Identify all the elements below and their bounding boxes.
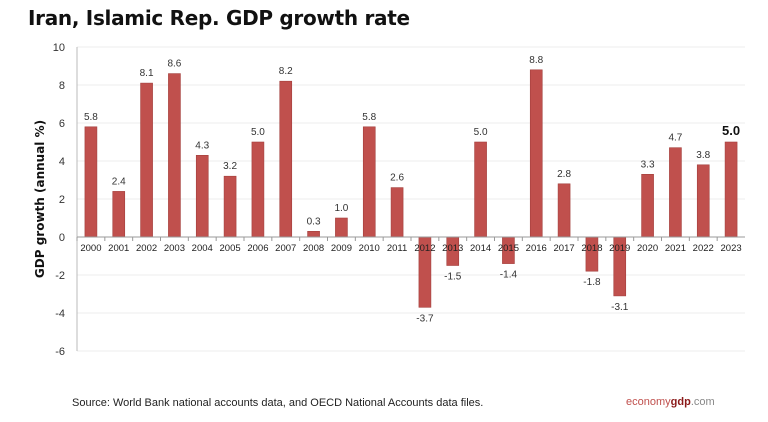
- y-axis-label: GDP growth (annual %): [33, 120, 47, 278]
- bar-2017: [557, 183, 571, 238]
- data-label: 2.4: [112, 176, 126, 187]
- x-tick-label: 2004: [192, 243, 213, 254]
- x-tick-label: 2016: [526, 243, 547, 254]
- x-tick-label: 2020: [637, 243, 658, 254]
- bar-2016: [529, 69, 543, 238]
- y-tick-label: -6: [55, 346, 65, 358]
- x-tick-label: 2014: [470, 243, 491, 254]
- x-tick-label: 2002: [136, 243, 157, 254]
- data-label: 1.0: [334, 203, 348, 214]
- bar-2007: [279, 80, 293, 238]
- data-label: 4.7: [668, 133, 682, 144]
- x-tick-label: 2021: [665, 243, 686, 254]
- y-tick-label: -4: [55, 308, 65, 320]
- data-label: -3.7: [416, 313, 434, 324]
- x-tick-label: 2023: [721, 243, 742, 254]
- x-tick-label: 2022: [693, 243, 714, 254]
- y-tick-label: 8: [59, 80, 65, 92]
- data-label: 5.8: [362, 112, 376, 123]
- x-tick-label: 2012: [414, 243, 435, 254]
- data-label: 8.8: [529, 55, 543, 66]
- x-tick-label: 2005: [220, 243, 241, 254]
- data-label: 8.1: [140, 68, 154, 79]
- data-label: 5.0: [251, 127, 265, 138]
- bar-2004: [195, 155, 209, 238]
- data-label: 2.6: [390, 173, 404, 184]
- bar-2009: [335, 217, 348, 238]
- y-tick-label: 6: [59, 118, 65, 130]
- data-label: -1.4: [500, 270, 518, 281]
- x-tick-label: 2003: [164, 243, 185, 254]
- bar-2021: [669, 147, 682, 238]
- x-tick-label: 2008: [303, 243, 324, 254]
- bar-2010: [362, 126, 376, 238]
- y-tick-label: 10: [53, 42, 65, 54]
- x-tick-label: 2019: [609, 243, 630, 254]
- data-label: 8.6: [167, 59, 181, 70]
- bar-2014: [474, 141, 487, 238]
- bar-2008: [307, 231, 320, 238]
- bar-2003: [168, 73, 181, 238]
- x-tick-label: 2017: [554, 243, 575, 254]
- data-label: 5.8: [84, 112, 98, 123]
- data-label: 0.3: [307, 216, 321, 227]
- x-tick-label: 2000: [80, 243, 101, 254]
- x-tick-label: 2009: [331, 243, 352, 254]
- logo-part: economy: [626, 396, 671, 408]
- data-label: 5.0: [474, 127, 488, 138]
- y-tick-label: 4: [59, 156, 65, 168]
- bar-2005: [223, 175, 237, 238]
- x-tick-label: 2001: [108, 243, 129, 254]
- bar-2002: [140, 82, 153, 238]
- bar-2000: [84, 126, 98, 238]
- x-tick-label: 2010: [359, 243, 380, 254]
- data-label: -1.8: [583, 277, 601, 288]
- x-tick-label: 2011: [387, 243, 407, 254]
- y-tick-label: -2: [55, 270, 65, 282]
- chart-title: Iran, Islamic Rep. GDP growth rate: [28, 6, 410, 30]
- data-label: 2.8: [557, 169, 571, 180]
- x-tick-label: 2015: [498, 243, 519, 254]
- bar-2022: [696, 164, 710, 238]
- x-tick-label: 2006: [247, 243, 268, 254]
- logo: economygdp.com: [626, 396, 715, 408]
- logo-part: gdp: [670, 396, 691, 408]
- bar-2023: [724, 141, 738, 238]
- bar-2006: [251, 141, 265, 238]
- bar-2020: [641, 174, 654, 238]
- data-label: 3.8: [696, 150, 710, 161]
- logo-part: .com: [690, 396, 715, 408]
- bar-2001: [112, 191, 126, 238]
- data-label: 4.3: [195, 140, 209, 151]
- y-tick-label: 2: [59, 194, 65, 206]
- x-tick-label: 2018: [581, 243, 602, 254]
- data-label: -3.1: [611, 302, 629, 313]
- data-label: -1.5: [444, 272, 462, 283]
- data-label: 8.2: [279, 66, 293, 77]
- x-tick-label: 2013: [442, 243, 463, 254]
- data-label: 5.0: [722, 123, 740, 138]
- x-tick-label: 2007: [275, 243, 296, 254]
- data-label: 3.2: [223, 161, 237, 172]
- bar-2011: [390, 187, 404, 238]
- y-tick-label: 0: [59, 232, 65, 244]
- data-label: 3.3: [641, 159, 655, 170]
- source-note: Source: World Bank national accounts dat…: [72, 397, 484, 409]
